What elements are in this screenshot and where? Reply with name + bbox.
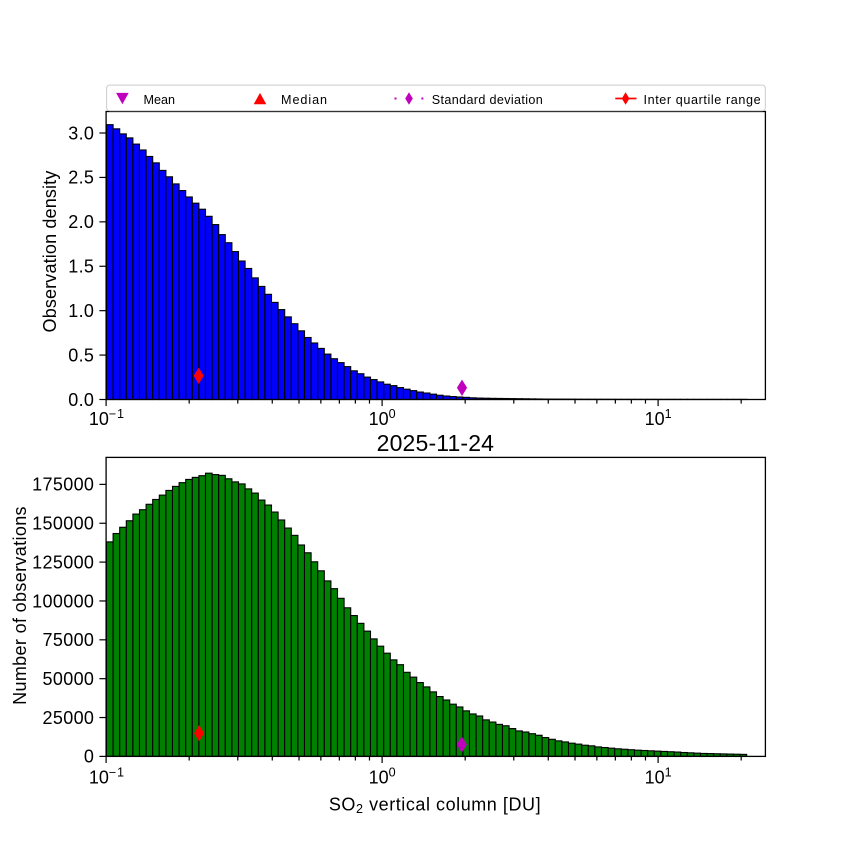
svg-text:10: 10 (89, 409, 109, 429)
svg-text:125000: 125000 (32, 552, 94, 572)
svg-text:75000: 75000 (42, 630, 94, 650)
svg-text:Mean: Mean (144, 93, 176, 107)
svg-text:Median: Median (281, 93, 328, 107)
svg-text:0: 0 (84, 747, 94, 767)
svg-text:1.5: 1.5 (68, 257, 94, 277)
svg-text:100000: 100000 (32, 591, 94, 611)
svg-text:0: 0 (389, 766, 397, 780)
svg-text:Number of observations: Number of observations (10, 506, 30, 705)
svg-text:10: 10 (369, 768, 389, 788)
svg-text:10: 10 (645, 409, 665, 429)
svg-text:50000: 50000 (42, 669, 94, 689)
svg-text:175000: 175000 (32, 475, 94, 495)
svg-text:Observation density: Observation density (40, 171, 60, 333)
svg-text:Standard deviation: Standard deviation (432, 93, 543, 107)
svg-text:1: 1 (665, 766, 673, 780)
svg-text:2.0: 2.0 (68, 212, 94, 232)
svg-text:10: 10 (369, 409, 389, 429)
svg-text:10: 10 (89, 768, 109, 788)
svg-text:0.5: 0.5 (68, 345, 94, 365)
svg-text:1: 1 (665, 407, 673, 421)
svg-text:−1: −1 (109, 766, 125, 780)
svg-text:2025-11-24: 2025-11-24 (377, 430, 495, 456)
svg-text:25000: 25000 (42, 708, 94, 728)
svg-text:150000: 150000 (32, 514, 94, 534)
svg-text:2.5: 2.5 (68, 168, 94, 188)
svg-text:0.0: 0.0 (68, 390, 94, 410)
svg-text:Inter quartile range: Inter quartile range (644, 93, 762, 107)
svg-text:−1: −1 (109, 407, 125, 421)
svg-text:0: 0 (389, 407, 397, 421)
svg-text:1.0: 1.0 (68, 301, 94, 321)
svg-text:3.0: 3.0 (68, 123, 94, 143)
svg-text:10: 10 (645, 768, 665, 788)
